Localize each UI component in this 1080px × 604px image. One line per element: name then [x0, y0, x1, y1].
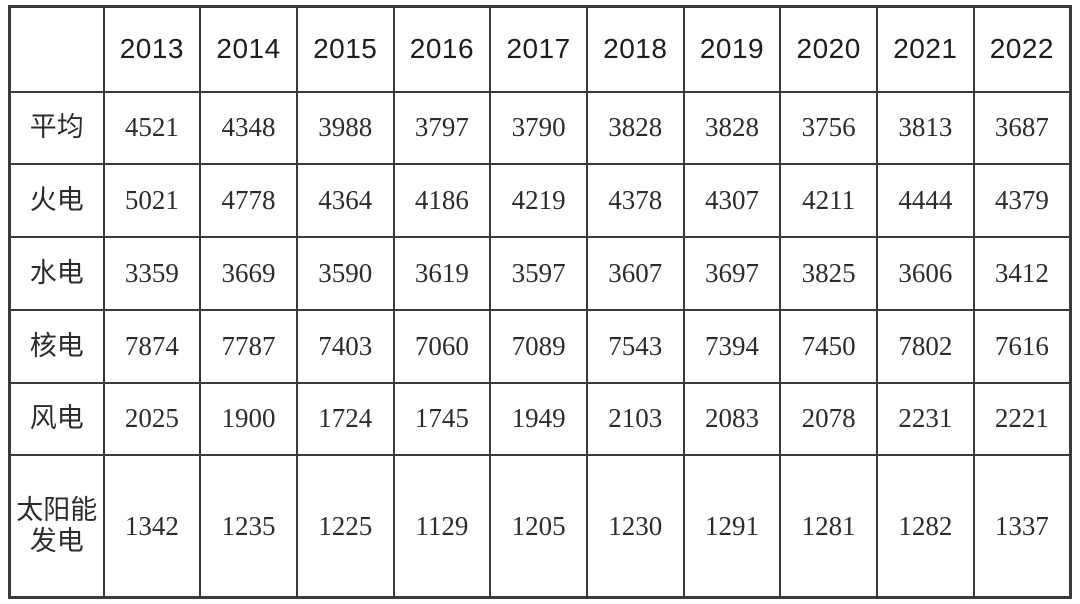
value-cell: 3797	[392, 90, 492, 166]
value-cell: 2078	[779, 381, 878, 457]
value-cell: 4378	[585, 163, 685, 238]
row-thermal: 火电 5021 4778 4364 4186 4219 4378 4307 42…	[8, 163, 1072, 238]
value-cell: 7616	[972, 308, 1072, 384]
value-cell: 7394	[682, 308, 782, 384]
header-row: 2013 2014 2015 2016 2017 2018 2019 2020 …	[8, 5, 1072, 93]
value-cell: 3697	[682, 236, 782, 311]
year-header: 2017	[489, 5, 588, 93]
value-cell: 3412	[972, 236, 1072, 311]
value-cell: 2025	[102, 381, 202, 457]
value-cell: 7089	[489, 308, 588, 384]
value-cell: 7450	[779, 308, 878, 384]
corner-cell	[8, 5, 105, 93]
value-cell: 1900	[199, 381, 298, 457]
year-header: 2016	[392, 5, 492, 93]
value-cell: 3828	[585, 90, 685, 166]
value-cell: 3756	[779, 90, 878, 166]
value-cell: 7787	[199, 308, 298, 384]
value-cell: 1724	[295, 381, 395, 457]
value-cell: 4379	[972, 163, 1072, 238]
value-cell: 2221	[972, 381, 1072, 457]
value-cell: 2103	[585, 381, 685, 457]
value-cell: 4348	[199, 90, 298, 166]
value-cell: 3790	[489, 90, 588, 166]
value-cell: 4521	[102, 90, 202, 166]
row-solar: 太阳能发电 1342 1235 1225 1129 1205 1230 1291…	[8, 454, 1072, 599]
year-header: 2018	[585, 5, 685, 93]
value-cell: 1230	[585, 454, 685, 599]
row-wind: 风电 2025 1900 1724 1745 1949 2103 2083 20…	[8, 381, 1072, 457]
value-cell: 1745	[392, 381, 492, 457]
value-cell: 4778	[199, 163, 298, 238]
row-label: 平均	[8, 90, 105, 166]
value-cell: 7060	[392, 308, 492, 384]
year-header: 2021	[876, 5, 975, 93]
value-cell: 2231	[876, 381, 975, 457]
row-nuclear: 核电 7874 7787 7403 7060 7089 7543 7394 74…	[8, 308, 1072, 384]
year-header: 2022	[972, 5, 1072, 93]
row-label: 风电	[8, 381, 105, 457]
value-cell: 1129	[392, 454, 492, 599]
value-cell: 3825	[779, 236, 878, 311]
value-cell: 1235	[199, 454, 298, 599]
value-cell: 7874	[102, 308, 202, 384]
value-cell: 2083	[682, 381, 782, 457]
value-cell: 3813	[876, 90, 975, 166]
value-cell: 1225	[295, 454, 395, 599]
value-cell: 1949	[489, 381, 588, 457]
row-label: 核电	[8, 308, 105, 384]
value-cell: 3828	[682, 90, 782, 166]
value-cell: 3607	[585, 236, 685, 311]
year-header: 2015	[295, 5, 395, 93]
year-header: 2014	[199, 5, 298, 93]
value-cell: 1281	[779, 454, 878, 599]
row-label: 火电	[8, 163, 105, 238]
value-cell: 1205	[489, 454, 588, 599]
value-cell: 4444	[876, 163, 975, 238]
utilization-hours-table: 2013 2014 2015 2016 2017 2018 2019 2020 …	[8, 5, 1072, 599]
value-cell: 7543	[585, 308, 685, 384]
value-cell: 3669	[199, 236, 298, 311]
data-table-container: 2013 2014 2015 2016 2017 2018 2019 2020 …	[8, 5, 1072, 599]
value-cell: 4364	[295, 163, 395, 238]
row-label: 太阳能发电	[8, 454, 105, 599]
year-header: 2020	[779, 5, 878, 93]
value-cell: 3606	[876, 236, 975, 311]
row-average: 平均 4521 4348 3988 3797 3790 3828 3828 37…	[8, 90, 1072, 166]
value-cell: 7403	[295, 308, 395, 384]
row-label: 水电	[8, 236, 105, 311]
row-hydro: 水电 3359 3669 3590 3619 3597 3607 3697 38…	[8, 236, 1072, 311]
value-cell: 3687	[972, 90, 1072, 166]
value-cell: 1282	[876, 454, 975, 599]
value-cell: 4211	[779, 163, 878, 238]
value-cell: 5021	[102, 163, 202, 238]
value-cell: 1291	[682, 454, 782, 599]
value-cell: 3619	[392, 236, 492, 311]
year-header: 2019	[682, 5, 782, 93]
value-cell: 1342	[102, 454, 202, 599]
value-cell: 3597	[489, 236, 588, 311]
value-cell: 3590	[295, 236, 395, 311]
value-cell: 4186	[392, 163, 492, 238]
value-cell: 4219	[489, 163, 588, 238]
value-cell: 1337	[972, 454, 1072, 599]
value-cell: 3988	[295, 90, 395, 166]
value-cell: 4307	[682, 163, 782, 238]
value-cell: 7802	[876, 308, 975, 384]
value-cell: 3359	[102, 236, 202, 311]
year-header: 2013	[102, 5, 202, 93]
